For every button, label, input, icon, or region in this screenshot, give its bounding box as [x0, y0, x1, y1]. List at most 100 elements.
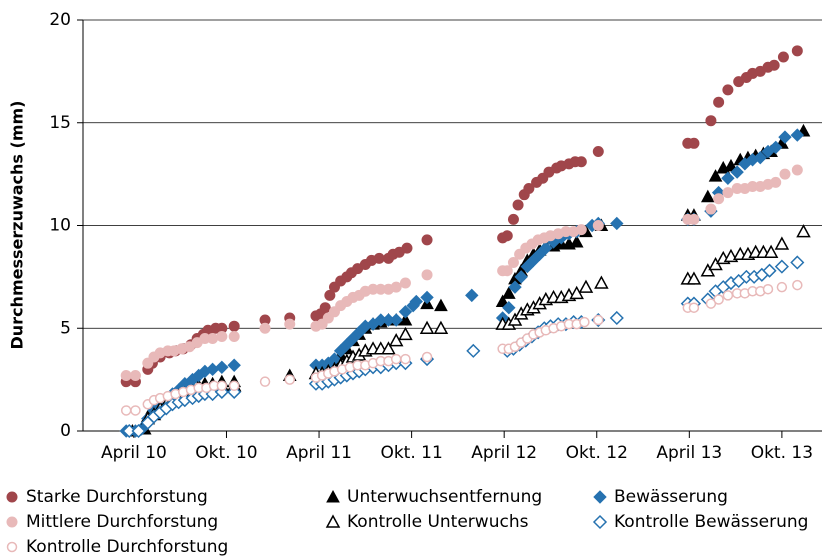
x-tick-label: Okt. 11 [380, 443, 442, 463]
point [284, 374, 295, 385]
point [593, 314, 604, 326]
point [131, 423, 146, 439]
point [722, 84, 734, 96]
x-tick-label: April 13 [656, 443, 722, 463]
legend-label: Starke Durchforstung [26, 487, 208, 507]
point [129, 370, 141, 382]
point [259, 376, 271, 387]
point [777, 51, 789, 63]
point [724, 158, 738, 172]
point [512, 199, 524, 211]
y-tick-label: 20 [49, 10, 71, 30]
point [507, 213, 519, 225]
point [579, 316, 590, 328]
point [713, 193, 725, 205]
point [399, 277, 411, 289]
point [688, 137, 700, 149]
y-axis-label: Durchmesserzuwachs (mm) [8, 101, 27, 350]
point [324, 289, 336, 301]
x-tick-label: April 12 [471, 443, 537, 463]
point [774, 236, 790, 250]
point [421, 269, 433, 281]
point [790, 128, 805, 142]
point [381, 341, 396, 355]
point [507, 256, 519, 268]
point [228, 320, 240, 332]
point [700, 189, 715, 203]
point [791, 45, 803, 57]
point [514, 270, 528, 284]
point [420, 290, 434, 305]
point [578, 279, 594, 293]
point [501, 265, 513, 277]
point [284, 318, 296, 330]
y-tick-label: 0 [60, 421, 71, 441]
point [259, 322, 271, 334]
legend-label: Bewässerung [614, 487, 728, 507]
point [122, 423, 137, 439]
x-tick-label: April 11 [286, 443, 352, 463]
legend-label: Mittlere Durchforstung [26, 512, 218, 532]
point [769, 140, 783, 155]
point [433, 320, 449, 334]
point [434, 298, 448, 312]
point [502, 300, 516, 315]
x-tick-label: Okt. 13 [751, 443, 813, 463]
point [792, 279, 803, 291]
point [575, 224, 587, 236]
point [421, 234, 433, 246]
point [774, 259, 789, 274]
point [778, 130, 792, 144]
point [779, 168, 791, 180]
point [539, 241, 553, 255]
point [319, 302, 331, 314]
point [762, 263, 777, 278]
point [763, 244, 779, 258]
point [688, 213, 700, 225]
legend-marker [6, 541, 18, 553]
point [421, 351, 433, 363]
point [569, 234, 584, 248]
point [227, 358, 241, 372]
point [753, 150, 767, 165]
point [466, 343, 481, 358]
point [768, 59, 780, 71]
legend-label: Kontrolle Unterwuchs [347, 512, 529, 532]
legend-label: Kontrolle Durchforstung [26, 537, 228, 557]
point [762, 283, 774, 295]
point [228, 330, 240, 342]
legend-marker [593, 490, 607, 504]
point [776, 281, 788, 293]
point [207, 333, 219, 345]
point [389, 313, 403, 327]
y-tick-label: 10 [49, 216, 71, 236]
point [215, 360, 229, 375]
point [373, 252, 385, 264]
point [228, 380, 240, 392]
point [708, 169, 723, 182]
point [722, 187, 734, 199]
legend-marker [6, 516, 18, 528]
point [790, 255, 805, 270]
point [398, 326, 413, 341]
point [713, 96, 725, 108]
point [705, 203, 717, 215]
point [398, 305, 413, 319]
x-tick-label: Okt. 12 [566, 443, 628, 463]
point [686, 271, 702, 285]
point [409, 294, 423, 309]
legend-marker [326, 489, 340, 503]
point [592, 220, 604, 231]
point [501, 230, 513, 242]
point [610, 216, 624, 231]
x-tick-label: April 10 [101, 443, 167, 463]
point [722, 290, 734, 301]
point [575, 156, 587, 168]
point [401, 242, 413, 254]
point [400, 353, 411, 365]
point [130, 405, 141, 416]
point [594, 275, 609, 289]
point [770, 176, 782, 188]
point [713, 294, 724, 305]
